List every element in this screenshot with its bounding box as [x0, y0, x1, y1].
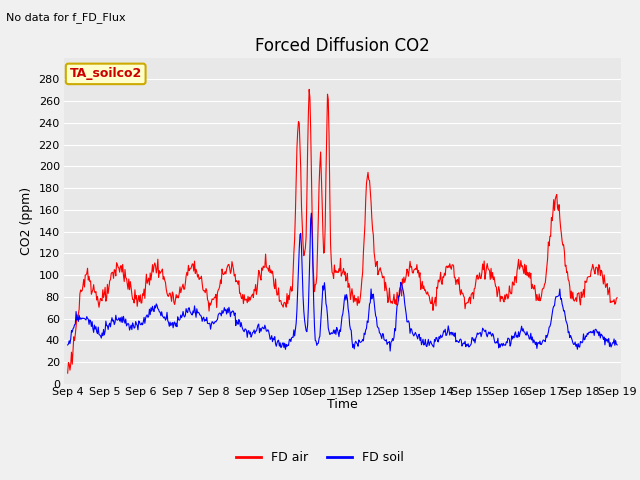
Y-axis label: CO2 (ppm): CO2 (ppm)	[20, 187, 33, 255]
Text: No data for f_FD_Flux: No data for f_FD_Flux	[6, 12, 126, 23]
Legend: FD air, FD soil: FD air, FD soil	[231, 446, 409, 469]
X-axis label: Time: Time	[327, 398, 358, 411]
Text: TA_soilco2: TA_soilco2	[70, 67, 142, 80]
Title: Forced Diffusion CO2: Forced Diffusion CO2	[255, 36, 430, 55]
